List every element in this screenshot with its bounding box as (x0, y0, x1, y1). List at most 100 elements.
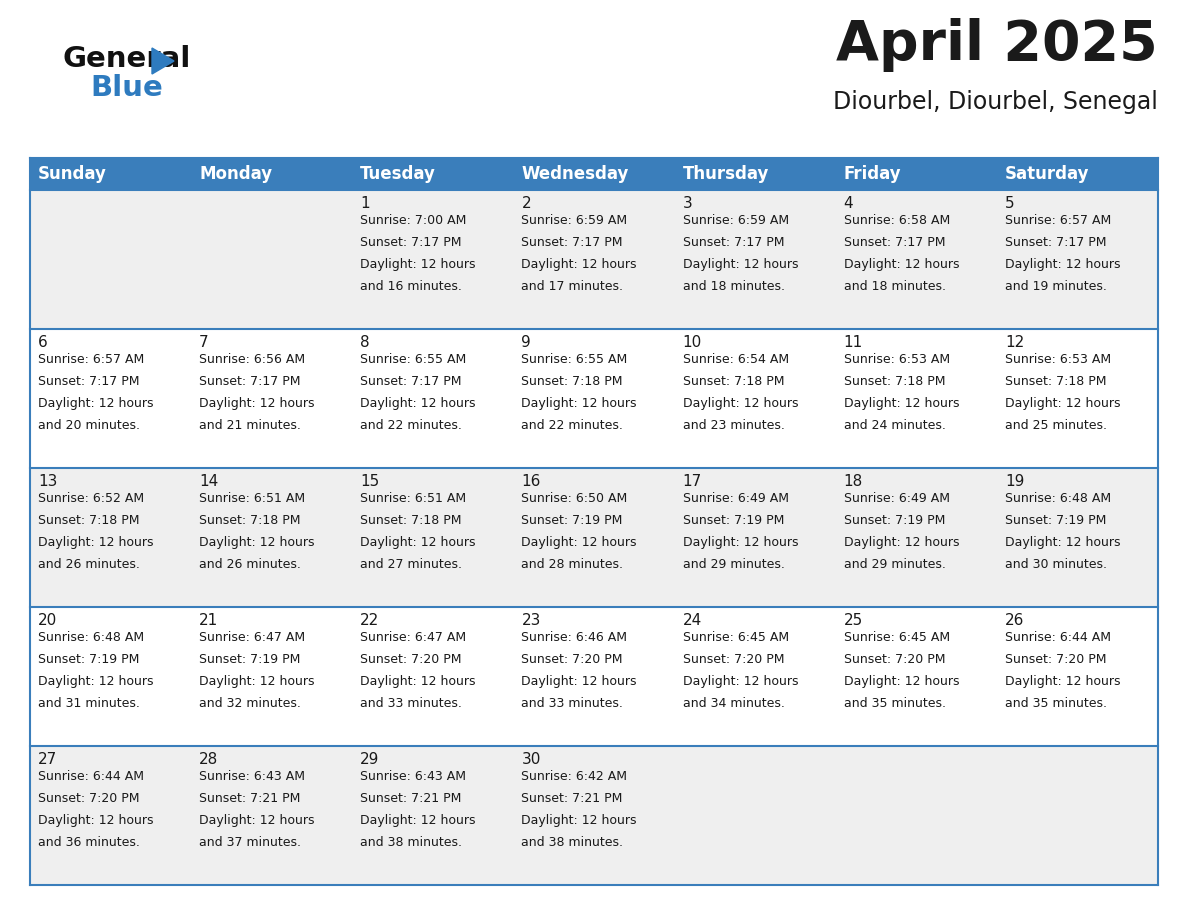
Text: Daylight: 12 hours: Daylight: 12 hours (522, 258, 637, 271)
Text: 2: 2 (522, 196, 531, 211)
Bar (30, 190, 191, 329)
Bar (513, 329, 675, 468)
Text: 9: 9 (522, 335, 531, 350)
Text: Daylight: 12 hours: Daylight: 12 hours (522, 536, 637, 549)
Text: Sunrise: 6:50 AM: Sunrise: 6:50 AM (522, 492, 627, 505)
Bar (30, 607, 191, 746)
Text: and 22 minutes.: and 22 minutes. (360, 419, 462, 432)
Bar (835, 190, 997, 329)
Bar (997, 158, 1158, 190)
Text: and 23 minutes.: and 23 minutes. (683, 419, 784, 432)
Text: 27: 27 (38, 752, 57, 767)
Text: 23: 23 (522, 613, 541, 628)
Text: 22: 22 (360, 613, 379, 628)
Text: Sunset: 7:19 PM: Sunset: 7:19 PM (1005, 514, 1106, 527)
Text: Sunset: 7:17 PM: Sunset: 7:17 PM (843, 236, 946, 249)
Text: Daylight: 12 hours: Daylight: 12 hours (522, 814, 637, 827)
Text: Sunrise: 6:54 AM: Sunrise: 6:54 AM (683, 353, 789, 366)
Bar (513, 190, 675, 329)
Text: Daylight: 12 hours: Daylight: 12 hours (38, 675, 153, 688)
Bar (30, 468, 191, 607)
Bar (191, 746, 353, 885)
Text: and 29 minutes.: and 29 minutes. (843, 558, 946, 571)
Text: Diourbel, Diourbel, Senegal: Diourbel, Diourbel, Senegal (833, 90, 1158, 114)
Bar (191, 158, 353, 190)
Text: Daylight: 12 hours: Daylight: 12 hours (683, 258, 798, 271)
Bar (191, 190, 353, 329)
Text: Daylight: 12 hours: Daylight: 12 hours (200, 536, 315, 549)
Bar (513, 468, 675, 607)
Text: Daylight: 12 hours: Daylight: 12 hours (38, 536, 153, 549)
Text: 17: 17 (683, 474, 702, 489)
Bar (675, 158, 835, 190)
Text: 12: 12 (1005, 335, 1024, 350)
Text: and 31 minutes.: and 31 minutes. (38, 697, 140, 710)
Text: Sunrise: 6:43 AM: Sunrise: 6:43 AM (200, 770, 305, 783)
Text: 13: 13 (38, 474, 57, 489)
Text: Daylight: 12 hours: Daylight: 12 hours (522, 397, 637, 410)
Text: 18: 18 (843, 474, 862, 489)
Text: Daylight: 12 hours: Daylight: 12 hours (360, 397, 475, 410)
Bar (513, 158, 675, 190)
Text: and 27 minutes.: and 27 minutes. (360, 558, 462, 571)
Text: and 20 minutes.: and 20 minutes. (38, 419, 140, 432)
Text: Sunrise: 6:58 AM: Sunrise: 6:58 AM (843, 214, 950, 227)
Text: 1: 1 (360, 196, 369, 211)
Text: Sunrise: 6:56 AM: Sunrise: 6:56 AM (200, 353, 305, 366)
Text: Sunset: 7:21 PM: Sunset: 7:21 PM (360, 792, 462, 805)
Text: Sunset: 7:19 PM: Sunset: 7:19 PM (38, 653, 139, 666)
Text: Sunset: 7:18 PM: Sunset: 7:18 PM (522, 375, 623, 388)
Text: 28: 28 (200, 752, 219, 767)
Text: Sunday: Sunday (38, 165, 107, 183)
Text: Sunrise: 6:53 AM: Sunrise: 6:53 AM (1005, 353, 1111, 366)
Text: Sunrise: 6:55 AM: Sunrise: 6:55 AM (522, 353, 627, 366)
Text: Sunrise: 6:51 AM: Sunrise: 6:51 AM (200, 492, 305, 505)
Text: Sunset: 7:20 PM: Sunset: 7:20 PM (38, 792, 139, 805)
Text: Wednesday: Wednesday (522, 165, 628, 183)
Text: 20: 20 (38, 613, 57, 628)
Bar (353, 468, 513, 607)
Text: Tuesday: Tuesday (360, 165, 436, 183)
Text: and 22 minutes.: and 22 minutes. (522, 419, 624, 432)
Text: Sunrise: 6:42 AM: Sunrise: 6:42 AM (522, 770, 627, 783)
Text: Sunset: 7:20 PM: Sunset: 7:20 PM (843, 653, 946, 666)
Text: Sunset: 7:20 PM: Sunset: 7:20 PM (522, 653, 623, 666)
Text: Daylight: 12 hours: Daylight: 12 hours (200, 814, 315, 827)
Text: 14: 14 (200, 474, 219, 489)
Text: Sunrise: 6:49 AM: Sunrise: 6:49 AM (683, 492, 789, 505)
Text: and 18 minutes.: and 18 minutes. (683, 280, 784, 293)
Text: 25: 25 (843, 613, 862, 628)
Text: and 35 minutes.: and 35 minutes. (1005, 697, 1107, 710)
Bar (997, 468, 1158, 607)
Text: Saturday: Saturday (1005, 165, 1089, 183)
Text: Sunrise: 6:45 AM: Sunrise: 6:45 AM (843, 631, 950, 644)
Text: Sunset: 7:19 PM: Sunset: 7:19 PM (200, 653, 301, 666)
Text: Sunset: 7:18 PM: Sunset: 7:18 PM (683, 375, 784, 388)
Bar (191, 468, 353, 607)
Text: Daylight: 12 hours: Daylight: 12 hours (200, 675, 315, 688)
Text: Sunset: 7:17 PM: Sunset: 7:17 PM (360, 375, 462, 388)
Bar (997, 190, 1158, 329)
Text: 6: 6 (38, 335, 48, 350)
Text: Sunrise: 6:53 AM: Sunrise: 6:53 AM (843, 353, 950, 366)
Text: Sunset: 7:17 PM: Sunset: 7:17 PM (200, 375, 301, 388)
Text: Daylight: 12 hours: Daylight: 12 hours (360, 814, 475, 827)
Bar (835, 329, 997, 468)
Text: Sunrise: 6:48 AM: Sunrise: 6:48 AM (1005, 492, 1111, 505)
Text: Thursday: Thursday (683, 165, 769, 183)
Text: Sunset: 7:19 PM: Sunset: 7:19 PM (843, 514, 946, 527)
Text: and 17 minutes.: and 17 minutes. (522, 280, 624, 293)
Text: 30: 30 (522, 752, 541, 767)
Text: and 24 minutes.: and 24 minutes. (843, 419, 946, 432)
Text: and 38 minutes.: and 38 minutes. (522, 836, 624, 849)
Text: 21: 21 (200, 613, 219, 628)
Bar (835, 158, 997, 190)
Text: Friday: Friday (843, 165, 902, 183)
Text: Daylight: 12 hours: Daylight: 12 hours (683, 397, 798, 410)
Text: Sunrise: 6:52 AM: Sunrise: 6:52 AM (38, 492, 144, 505)
Bar (675, 607, 835, 746)
Text: April 2025: April 2025 (836, 18, 1158, 72)
Bar (353, 158, 513, 190)
Text: 19: 19 (1005, 474, 1024, 489)
Bar (675, 329, 835, 468)
